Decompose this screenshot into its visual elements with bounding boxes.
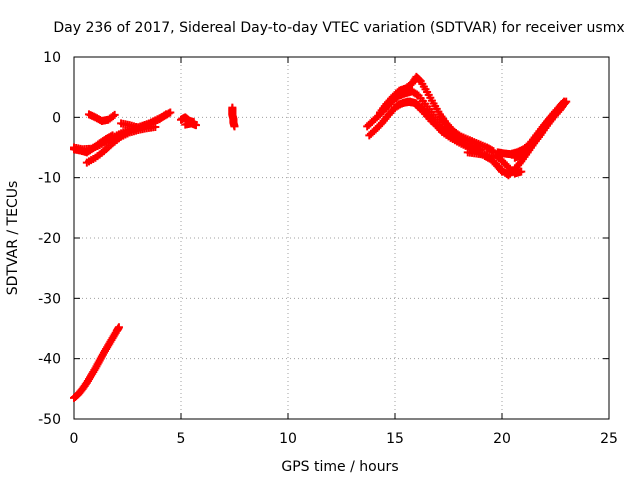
data-point [517,167,526,176]
data-point [191,121,200,130]
tick-labels: 0 5 10 15 20 25 -50 -40 -30 -20 -10 0 10 [38,50,618,447]
chart-title: Day 236 of 2017, Sidereal Day-to-day VTE… [53,20,624,36]
grid [74,57,609,419]
data-point [110,110,119,119]
track-early-d [117,108,175,132]
x-tick-label: 15 [386,431,404,447]
track-early-c [84,110,119,125]
track-late-c [376,72,464,140]
track-descending [70,323,123,402]
y-axis-label: SDTVAR / TECUs [5,181,21,296]
track-early-e [70,131,117,157]
data-point [455,131,464,140]
data-point [558,98,567,107]
y-tick-label: 10 [43,50,61,66]
data-point [412,90,421,99]
data-point [453,130,462,139]
x-tick-label: 0 [70,431,79,447]
track-late-d [393,97,506,176]
data-point [166,108,175,117]
track-late-i [510,97,569,162]
data-point [109,112,118,121]
data-point [560,97,569,106]
data-points [70,72,571,402]
x-tick-label: 10 [279,431,297,447]
y-tick-label: -20 [38,231,61,247]
x-axis-label: GPS time / hours [281,459,398,475]
data-point [230,122,239,131]
y-tick-label: 0 [52,110,61,126]
y-tick-label: -10 [38,171,61,187]
x-tick-label: 25 [600,431,618,447]
track-mid-c [228,103,239,131]
x-tick-label: 20 [493,431,511,447]
data-point [114,323,123,332]
y-tick-label: -50 [38,412,61,428]
x-tick-label: 5 [177,431,186,447]
y-tick-label: -30 [38,291,61,307]
data-point [108,131,117,140]
axis-ticks [73,56,610,420]
track-mid-b [181,119,200,130]
y-tick-label: -40 [38,352,61,368]
